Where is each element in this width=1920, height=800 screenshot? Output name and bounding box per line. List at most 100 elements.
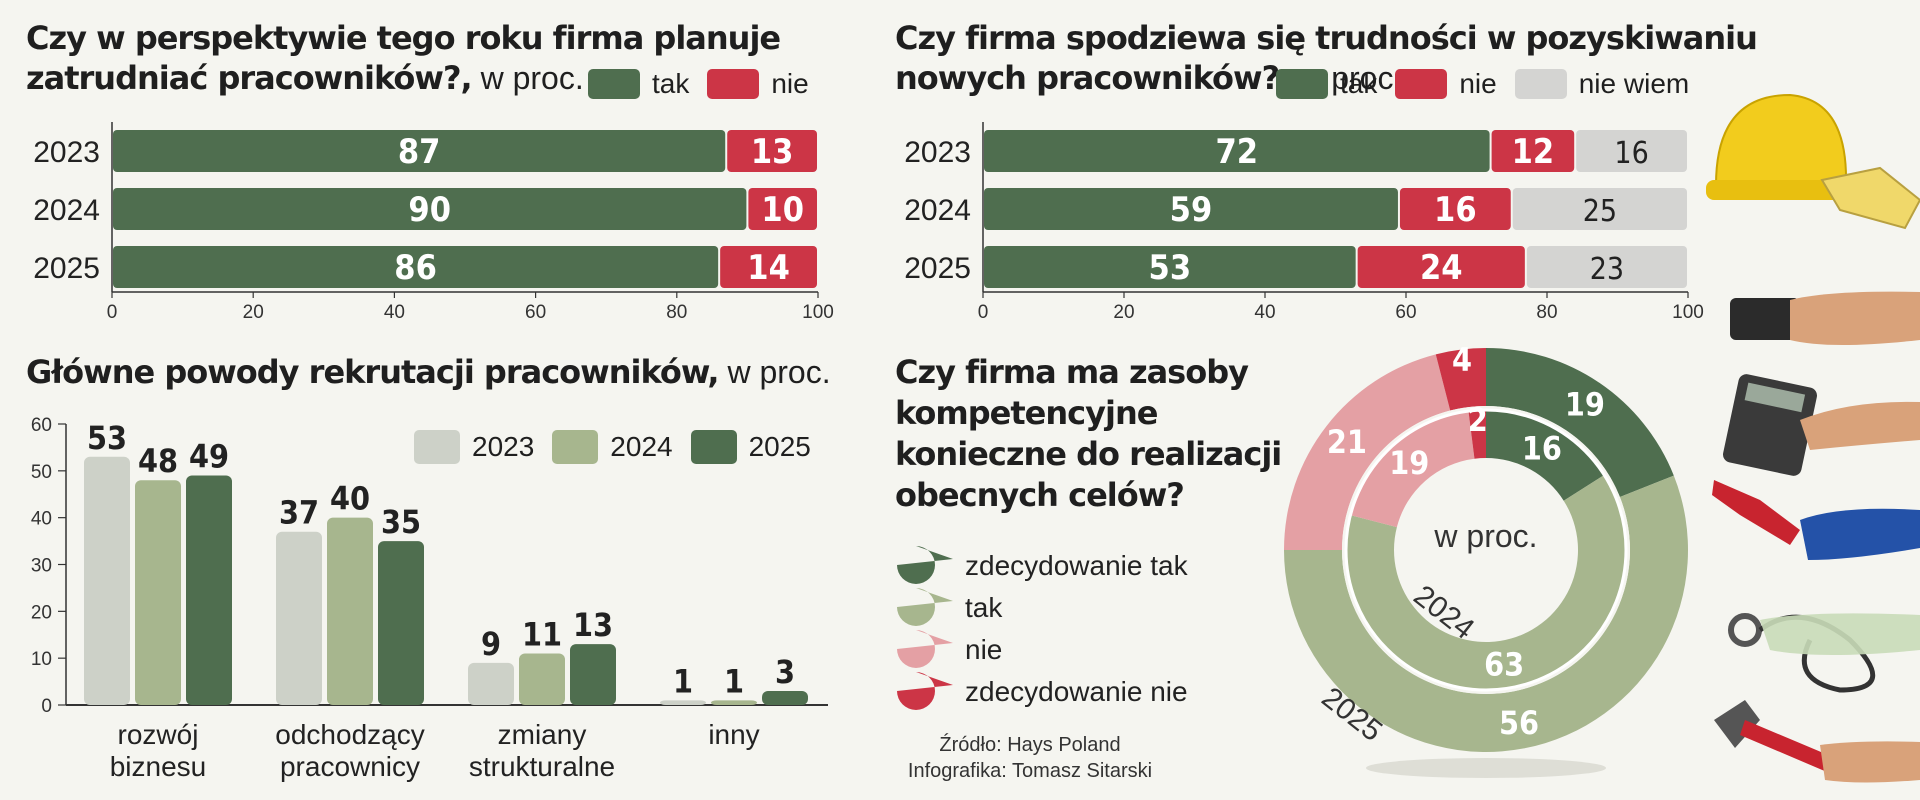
bar-nie-wiem <box>1576 130 1687 172</box>
ring-separator-line <box>1344 408 1628 692</box>
category-label: 2024 <box>904 194 971 227</box>
blue-glove-icon <box>1800 508 1920 560</box>
payment-terminal-icon <box>1730 298 1800 340</box>
hand-icon <box>1800 401 1920 450</box>
legend-drop-marker <box>897 588 953 626</box>
category-label: zmiany <box>498 719 587 750</box>
bar-2024 <box>519 653 565 705</box>
bar-2025 <box>186 475 232 705</box>
x-tick-label: 40 <box>384 302 405 323</box>
source-text: Źródło: Hays Poland <box>939 734 1121 756</box>
donut-slice-2025 <box>1284 354 1451 550</box>
bar-2025 <box>378 541 424 705</box>
donut-slice-2025 <box>1284 475 1688 753</box>
data-label: 53 <box>87 419 127 457</box>
hammer-handle <box>1740 720 1840 775</box>
data-label: 35 <box>381 503 421 541</box>
x-tick-label: 80 <box>666 302 687 323</box>
data-label: 12 <box>1512 132 1555 172</box>
legend-drop-marker <box>897 630 953 668</box>
bar-tak <box>984 188 1398 230</box>
legend-label-2023: 2023 <box>472 431 535 462</box>
data-label: 53 <box>1149 248 1192 288</box>
chart3-title: Główne powody rekrutacji pracowników, w … <box>26 353 831 391</box>
stethoscope-icon <box>1728 613 1762 647</box>
legend-swatch-tak <box>1276 69 1328 99</box>
hand-icon <box>1820 741 1920 783</box>
tools-illustration <box>1706 93 1920 783</box>
bar-nie-wiem <box>1512 188 1687 230</box>
data-label: 10 <box>761 190 804 230</box>
category-label: odchodzący <box>275 719 424 750</box>
legend-swatch-nie-wiem <box>1514 69 1567 99</box>
hand-icon <box>1790 291 1920 345</box>
data-label: 24 <box>1420 248 1463 288</box>
category-label: rozwój <box>118 719 199 750</box>
pipe-wrench-icon <box>1712 480 1800 545</box>
x-tick-label: 60 <box>1395 302 1416 323</box>
bar-2023 <box>468 662 514 705</box>
data-label: 19 <box>1389 444 1429 482</box>
donut-slice-2024 <box>1468 410 1486 459</box>
x-tick-label: 60 <box>525 302 546 323</box>
glove-icon <box>1820 166 1920 230</box>
data-label: 16 <box>1614 136 1648 171</box>
bar-2024 <box>711 700 757 705</box>
data-label: 90 <box>408 190 451 230</box>
bar-2025 <box>762 690 808 705</box>
data-label: 21 <box>1327 423 1367 461</box>
bar-2024 <box>135 480 181 705</box>
data-label: 1 <box>673 662 693 700</box>
bar-nie <box>748 188 817 230</box>
category-label: 2024 <box>33 194 100 227</box>
legend-label-tak: tak <box>652 68 690 99</box>
legend-label-2025: 2025 <box>748 431 811 462</box>
bar-tak <box>984 246 1356 288</box>
bar-2024 <box>327 517 373 705</box>
data-label: 14 <box>747 248 790 288</box>
data-label: 63 <box>1484 646 1524 684</box>
y-tick-label: 50 <box>31 462 52 483</box>
bar-nie <box>1491 130 1575 172</box>
legend-drop-marker <box>897 546 953 584</box>
data-label: 9 <box>481 625 501 663</box>
legend-swatch-2024 <box>552 430 599 464</box>
legend-swatch-tak <box>588 69 640 99</box>
bar-2023 <box>660 700 706 705</box>
bar-tak <box>984 130 1490 172</box>
y-tick-label: 30 <box>31 556 52 577</box>
chart4-title: Czy firma ma zasoby kompetencyjne koniec… <box>895 353 1282 514</box>
bar-nie <box>720 246 817 288</box>
helmet-icon <box>1714 93 1848 186</box>
donut-slice-2024 <box>1486 410 1605 501</box>
bar-tak <box>113 246 719 288</box>
legend-label: nie <box>965 634 1002 665</box>
data-label: 1 <box>724 662 744 700</box>
legend-label: tak <box>965 592 1003 623</box>
bar-2023 <box>84 456 130 705</box>
y-tick-label: 60 <box>31 415 52 436</box>
hammer-icon <box>1714 700 1760 748</box>
chart3-legend: 2023 2024 2025 <box>414 430 811 464</box>
data-label: 2 <box>1468 401 1488 439</box>
x-tick-label: 20 <box>1113 302 1134 323</box>
y-tick-label: 10 <box>31 649 52 670</box>
data-label: 59 <box>1170 190 1213 230</box>
hand-icon <box>1760 613 1920 655</box>
legend-label: zdecydowanie nie <box>965 676 1188 707</box>
category-label: pracownicy <box>280 751 420 782</box>
data-label: 4 <box>1452 341 1472 379</box>
bar-nie <box>1399 188 1511 230</box>
bar-nie-wiem <box>1526 246 1687 288</box>
legend-label-2024: 2024 <box>610 431 673 462</box>
data-label: 16 <box>1434 190 1477 230</box>
data-label: 23 <box>1590 252 1624 287</box>
legend-swatch-nie <box>707 69 760 99</box>
data-label: 13 <box>573 606 613 644</box>
bar-tak <box>113 188 747 230</box>
legend-label-tak: tak <box>1340 68 1378 99</box>
bar-2025 <box>570 644 616 705</box>
data-label: 86 <box>394 248 437 288</box>
x-tick-label: 40 <box>1254 302 1275 323</box>
